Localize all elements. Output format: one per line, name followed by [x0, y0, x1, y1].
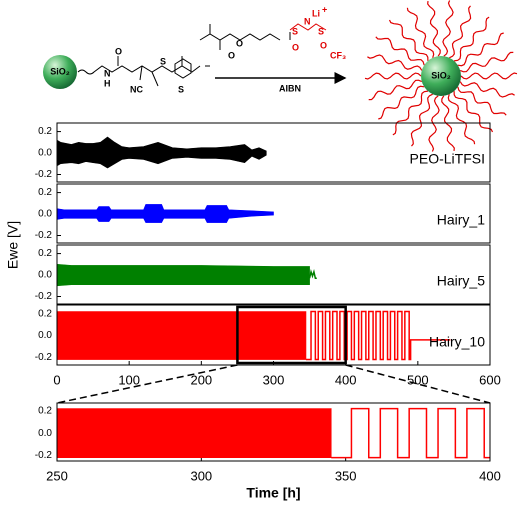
reagent: AIBN	[279, 83, 301, 93]
voltage-band	[56, 263, 310, 287]
atom: Li	[312, 8, 320, 18]
hair	[428, 95, 440, 152]
hair	[441, 95, 455, 151]
x-tick-label: 500	[407, 372, 429, 387]
atom: NC	[130, 84, 143, 94]
monomer-skeleton	[199, 24, 291, 50]
zoom-guide	[345, 364, 491, 404]
x-tick-label: 0	[53, 372, 60, 387]
y-tick-label: 0.2	[38, 308, 52, 319]
panel-label: PEO-LiTFSI	[410, 151, 485, 167]
y-tick-label: -0.2	[35, 291, 53, 302]
hair	[367, 54, 423, 71]
atom: S	[178, 84, 184, 94]
hair	[457, 32, 504, 67]
atom: +	[322, 4, 327, 14]
hair	[410, 93, 433, 147]
x-tick-label: 600	[479, 372, 501, 387]
panel-label: Hairy_10	[429, 334, 485, 350]
hair	[368, 79, 423, 101]
y-tick-label: 0.2	[38, 187, 52, 198]
atom: O	[115, 46, 122, 56]
x-tick-label: 250	[46, 468, 68, 483]
hair	[375, 36, 425, 66]
tfsi-skeleton	[289, 23, 327, 31]
hair	[442, 0, 454, 57]
voltage-trace	[305, 310, 451, 361]
hair	[392, 90, 428, 136]
hair	[460, 72, 518, 80]
plot-frame	[56, 183, 491, 244]
hair	[459, 81, 515, 98]
benzene-ring	[174, 58, 192, 79]
hair	[388, 19, 429, 61]
particle	[43, 55, 77, 89]
y-tick-label: 0.0	[38, 209, 52, 220]
particle	[421, 56, 461, 96]
particle-label: SiO₂	[50, 66, 70, 76]
y-tick-label: 0.2	[38, 126, 52, 137]
reaction-scheme: SiO₂ H N O NC S S O O O S N Li + S O CF₃…	[43, 0, 518, 152]
hair	[454, 16, 490, 62]
x-tick-label: 300	[190, 468, 212, 483]
atom: O	[292, 42, 299, 52]
x-tick-label: 400	[335, 372, 357, 387]
x-tick-label: 100	[118, 372, 140, 387]
atom: O	[236, 38, 243, 48]
y-tick-label: -0.2	[35, 230, 53, 241]
atom: N	[104, 68, 111, 78]
hair	[378, 85, 425, 120]
y-tick-label: 0.0	[38, 270, 52, 281]
hair	[427, 1, 441, 57]
plot-frame	[56, 304, 491, 366]
x-tick-label: 200	[190, 372, 212, 387]
hair	[449, 5, 472, 59]
voltage-band	[56, 311, 307, 360]
atom: O	[228, 50, 235, 60]
voltage-trace	[331, 407, 490, 459]
x-tick-label: 400	[479, 468, 501, 483]
y-tick-label: 0.0	[38, 148, 52, 159]
plot-frame	[56, 402, 491, 462]
x-tick-label: 300	[263, 372, 285, 387]
y-tick-label: 0.2	[38, 405, 52, 416]
x-tick-label: 350	[335, 468, 357, 483]
plot-frame	[56, 244, 491, 305]
atom: S	[318, 26, 324, 36]
hair	[459, 51, 514, 73]
voltage-band	[56, 136, 267, 169]
atom: N	[304, 16, 311, 26]
zoom-box	[236, 305, 347, 365]
y-tick-label: 0.2	[38, 248, 52, 259]
y-tick-label: 0.0	[38, 428, 52, 439]
panel-label: Hairy_1	[437, 212, 485, 228]
atom: S	[160, 56, 166, 66]
hair	[364, 72, 422, 80]
x-axis-label: Time [h]	[246, 485, 300, 501]
y-tick-label: -0.2	[35, 450, 53, 461]
atom: H	[104, 78, 111, 88]
voltage-trace	[308, 269, 317, 280]
panel-label: Hairy_5	[437, 273, 485, 289]
atom: S	[292, 26, 298, 36]
hair	[453, 91, 494, 133]
particle-label: SiO₂	[431, 70, 451, 80]
y-tick-label: -0.2	[35, 169, 53, 180]
y-tick-label: -0.2	[35, 352, 53, 363]
hair	[457, 86, 507, 116]
atom: O	[320, 40, 327, 50]
hair	[447, 94, 476, 145]
atom: CF₃	[330, 50, 346, 60]
voltage-band	[56, 204, 274, 223]
plot-frame	[56, 122, 491, 183]
voltage-band	[56, 408, 332, 458]
y-tick-label: 0.0	[38, 330, 52, 341]
zoom-guide	[56, 364, 238, 404]
hair	[406, 7, 435, 58]
y-axis-label: Ewe [V]	[5, 221, 21, 269]
molecule-skeleton	[77, 56, 210, 87]
